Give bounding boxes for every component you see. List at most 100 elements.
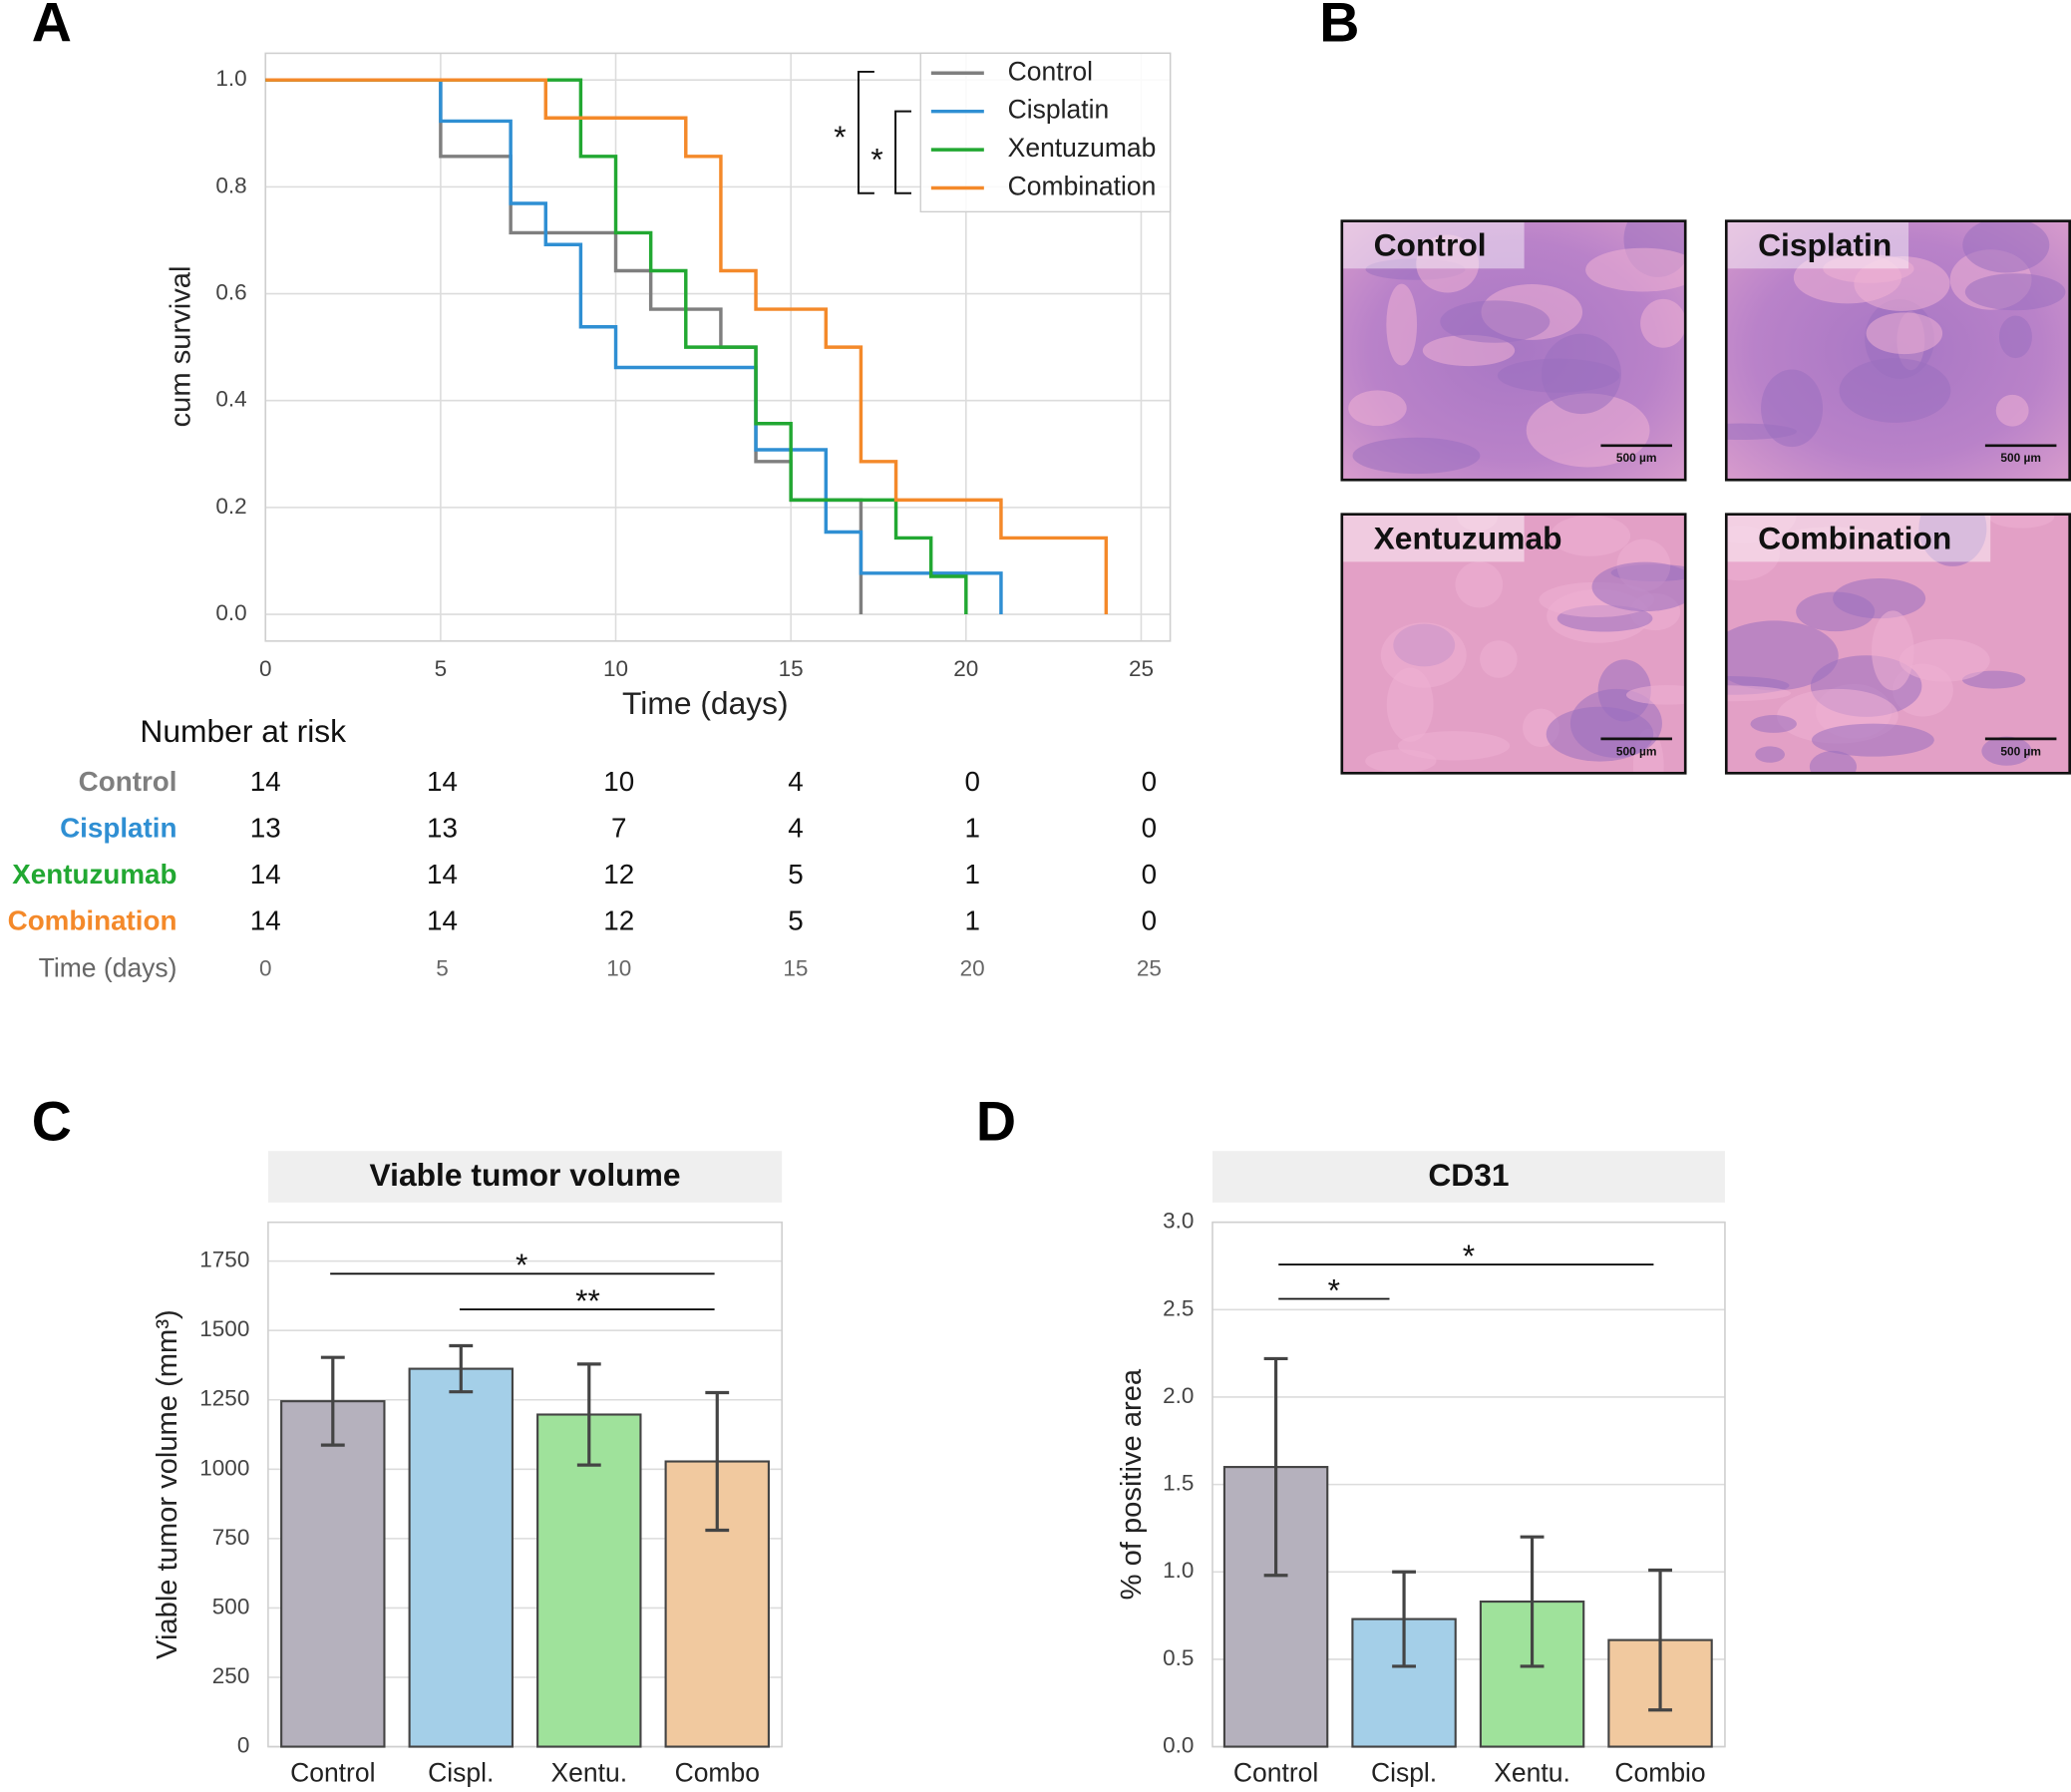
risk-count: 14 — [427, 904, 458, 935]
error-bar — [449, 1343, 474, 1394]
image-frame — [1340, 219, 1687, 482]
scale-bar-label: 500 µm — [2000, 744, 2041, 758]
x-tick-label: 15 — [779, 656, 804, 681]
significance-mark: ** — [575, 1282, 600, 1318]
risk-time-value: 15 — [783, 956, 808, 981]
histology-image: Combination 500 µm — [1724, 513, 2071, 775]
survival-curve — [265, 78, 1003, 615]
y-tick-label: 1250 — [199, 1386, 249, 1411]
significance-bracket — [858, 70, 874, 194]
x-tick-label: Combo — [675, 1757, 760, 1787]
tissue-region — [1416, 234, 1480, 293]
y-tick-label: 250 — [212, 1663, 250, 1688]
y-tick-label: 1.0 — [1163, 1558, 1194, 1583]
x-tick-label: Xentu. — [550, 1757, 627, 1787]
panel-letter: B — [1319, 0, 1359, 54]
y-tick-label: 0.0 — [215, 600, 246, 625]
tissue-region — [1981, 736, 2032, 766]
risk-count: 13 — [250, 813, 281, 844]
image-label: Combination — [1758, 521, 1951, 556]
tissue-region — [1783, 527, 1882, 546]
image-frame — [1724, 513, 2071, 775]
x-tick-label: 0 — [259, 656, 272, 681]
risk-row-label: Xentuzumab — [12, 859, 176, 890]
panel-letter: A — [32, 0, 72, 54]
error-bar — [1520, 1535, 1545, 1668]
histology-image: Control 500 µm — [1340, 219, 1687, 482]
tissue-region — [1964, 273, 2066, 311]
error-bar — [1263, 1356, 1288, 1578]
risk-count: 12 — [603, 904, 634, 935]
risk-count: 1 — [964, 859, 979, 890]
tissue-region — [1569, 688, 1662, 758]
tissue-region — [1591, 561, 1686, 612]
tissue-region — [1726, 620, 1839, 691]
tissue-region — [1526, 393, 1650, 468]
significance-mark: * — [1328, 1271, 1340, 1307]
survival-curve — [265, 78, 863, 615]
tissue-region — [1440, 300, 1551, 343]
risk-count: 5 — [788, 859, 803, 890]
y-tick-label: 1000 — [199, 1455, 249, 1480]
risk-row-label: Cisplatin — [60, 813, 176, 844]
plot-frame — [264, 52, 1172, 642]
tissue-region — [1348, 390, 1407, 427]
x-tick-label: Xentu. — [1494, 1757, 1570, 1787]
risk-count: 10 — [603, 766, 634, 797]
risk-count: 1 — [964, 904, 979, 935]
risk-count: 7 — [611, 813, 626, 844]
tissue-region — [1352, 437, 1481, 475]
tissue-region — [1457, 514, 1499, 532]
risk-count: 0 — [964, 766, 979, 797]
legend-label: Combination — [1008, 172, 1157, 201]
tissue-region — [1872, 610, 1914, 691]
tissue-region — [1918, 514, 1987, 566]
tissue-region — [1726, 685, 1792, 702]
panel-letter: C — [32, 1091, 72, 1153]
risk-count: 14 — [250, 766, 281, 797]
scale-bar-label: 500 µm — [2000, 451, 2041, 465]
tissue-region — [1761, 369, 1824, 448]
plot-frame — [267, 1221, 783, 1748]
x-tick-label: Cispl. — [1371, 1757, 1437, 1787]
tissue-region — [1550, 515, 1631, 556]
risk-count: 1 — [964, 813, 979, 844]
y-tick-label: 2.5 — [1163, 1295, 1194, 1320]
image-label: Xentuzumab — [1374, 521, 1562, 556]
risk-table-title: Number at risk — [140, 713, 346, 749]
risk-row-label: Combination — [8, 904, 177, 935]
risk-count: 13 — [427, 813, 458, 844]
label-bg — [1726, 514, 1991, 562]
x-tick-label: 25 — [1129, 656, 1154, 681]
risk-count: 0 — [1142, 813, 1157, 844]
risk-time-value: 20 — [960, 956, 985, 981]
legend-label: Xentuzumab — [1008, 133, 1157, 163]
tissue-region — [1542, 333, 1621, 415]
y-tick-label: 750 — [212, 1525, 250, 1550]
tissue — [1726, 220, 2070, 481]
tissue-region — [1750, 715, 1797, 733]
tissue-region — [1480, 640, 1518, 678]
risk-count: 0 — [1142, 766, 1157, 797]
y-tick-label: 1750 — [199, 1248, 249, 1272]
image-label: Cisplatin — [1758, 227, 1892, 263]
tissue-region — [1898, 638, 1990, 682]
tissue-region — [1811, 723, 1934, 757]
significance-mark: * — [870, 141, 882, 177]
bar — [408, 1367, 515, 1748]
y-tick-label: 0 — [237, 1733, 250, 1758]
y-tick-label: 0.4 — [215, 387, 246, 412]
tissue-region — [1988, 514, 2055, 529]
y-tick-label: 0.2 — [215, 494, 246, 519]
tissue-region — [1640, 298, 1686, 348]
chart-title: Viable tumor volume — [370, 1157, 681, 1193]
legend-box — [919, 52, 1172, 213]
x-tick-label: Cispl. — [428, 1757, 494, 1787]
y-tick-label: 0.5 — [1163, 1645, 1194, 1670]
survival-curve — [265, 78, 1109, 615]
error-bar — [1392, 1570, 1416, 1668]
survival-curve — [265, 78, 968, 615]
significance-mark: * — [834, 119, 846, 155]
